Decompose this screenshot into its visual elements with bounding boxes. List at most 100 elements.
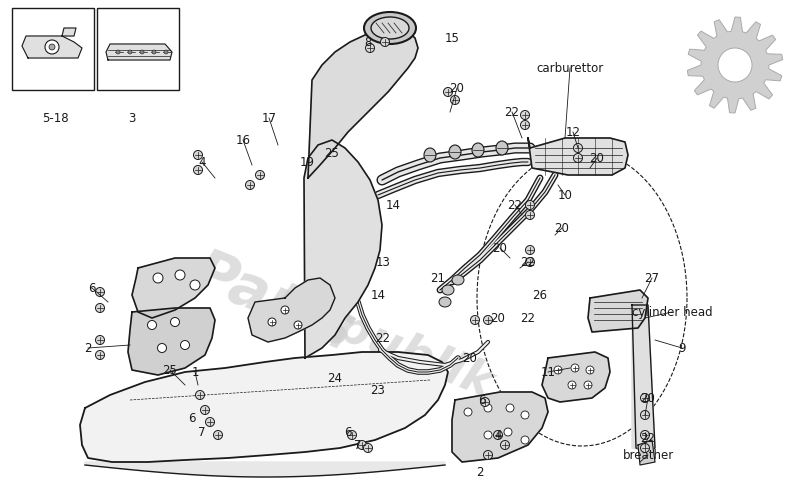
Circle shape: [147, 320, 157, 329]
Text: 22: 22: [505, 105, 519, 119]
Text: 6: 6: [188, 412, 196, 424]
Circle shape: [194, 166, 202, 174]
Circle shape: [574, 153, 582, 163]
Ellipse shape: [452, 275, 464, 285]
Circle shape: [483, 450, 493, 460]
Circle shape: [206, 417, 214, 426]
Text: 6: 6: [88, 281, 96, 294]
Circle shape: [506, 404, 514, 412]
Ellipse shape: [496, 141, 508, 155]
Polygon shape: [80, 352, 448, 462]
Circle shape: [95, 336, 105, 344]
Text: 16: 16: [235, 133, 250, 147]
Circle shape: [526, 258, 534, 267]
Polygon shape: [632, 305, 655, 452]
Circle shape: [641, 443, 650, 452]
Ellipse shape: [439, 297, 451, 307]
Text: 19: 19: [299, 155, 314, 169]
Text: 20: 20: [450, 81, 465, 95]
Circle shape: [484, 431, 492, 439]
Circle shape: [584, 381, 592, 389]
Text: 20: 20: [490, 312, 506, 324]
Text: 5-18: 5-18: [42, 112, 68, 124]
Circle shape: [526, 245, 534, 254]
Circle shape: [190, 280, 200, 290]
Ellipse shape: [449, 145, 461, 159]
Text: Republik: Republik: [268, 280, 499, 408]
Text: 22: 22: [375, 332, 390, 344]
Circle shape: [526, 211, 534, 220]
Circle shape: [246, 180, 254, 190]
Text: 17: 17: [262, 112, 277, 124]
Text: 26: 26: [533, 289, 547, 301]
Circle shape: [268, 318, 276, 326]
Circle shape: [95, 303, 105, 313]
Circle shape: [641, 431, 650, 440]
Text: 21: 21: [430, 271, 446, 285]
Circle shape: [450, 96, 459, 104]
Circle shape: [470, 316, 479, 324]
Text: 20: 20: [493, 242, 507, 254]
Polygon shape: [588, 290, 648, 332]
Text: 25: 25: [162, 364, 178, 376]
Polygon shape: [452, 392, 548, 462]
Text: 7: 7: [198, 425, 206, 439]
Text: cylinder head: cylinder head: [632, 305, 712, 318]
Text: 20: 20: [554, 221, 570, 235]
Circle shape: [484, 404, 492, 412]
Text: 2: 2: [476, 466, 484, 479]
Circle shape: [194, 150, 202, 160]
Circle shape: [255, 171, 265, 179]
Text: 9: 9: [678, 342, 686, 354]
Circle shape: [45, 40, 59, 54]
Circle shape: [641, 411, 650, 419]
Circle shape: [641, 393, 650, 402]
Text: carburettor: carburettor: [536, 62, 604, 74]
Circle shape: [521, 436, 529, 444]
Polygon shape: [85, 462, 445, 477]
Polygon shape: [128, 308, 215, 375]
Circle shape: [483, 316, 493, 324]
Circle shape: [481, 397, 490, 407]
Circle shape: [49, 44, 55, 50]
Circle shape: [281, 306, 289, 314]
Bar: [12, 8, 94, 90]
Text: 11: 11: [541, 366, 555, 378]
Circle shape: [95, 288, 105, 296]
Polygon shape: [248, 278, 335, 342]
Ellipse shape: [364, 12, 416, 44]
Circle shape: [586, 366, 594, 374]
Text: 4: 4: [494, 428, 502, 441]
Polygon shape: [132, 258, 215, 318]
Text: Parts: Parts: [185, 244, 364, 360]
Polygon shape: [638, 440, 655, 465]
Text: 20: 20: [641, 392, 655, 405]
Circle shape: [181, 341, 190, 349]
Text: 22: 22: [521, 255, 535, 269]
Circle shape: [152, 50, 156, 54]
Circle shape: [116, 50, 120, 54]
Circle shape: [718, 48, 752, 82]
Text: breather: breather: [622, 448, 674, 462]
Circle shape: [363, 443, 373, 452]
Circle shape: [443, 88, 453, 97]
Circle shape: [464, 408, 472, 416]
Text: 7: 7: [354, 439, 362, 451]
Circle shape: [201, 406, 210, 415]
Text: 13: 13: [375, 255, 390, 269]
Circle shape: [294, 321, 302, 329]
Ellipse shape: [472, 143, 484, 157]
Circle shape: [214, 431, 222, 440]
Circle shape: [574, 144, 582, 152]
Polygon shape: [304, 140, 382, 358]
Ellipse shape: [371, 17, 409, 39]
Circle shape: [95, 350, 105, 360]
Text: 6: 6: [478, 393, 486, 407]
Circle shape: [526, 200, 534, 210]
Polygon shape: [62, 28, 76, 36]
Circle shape: [153, 273, 163, 283]
Polygon shape: [106, 44, 172, 60]
Text: 20: 20: [462, 351, 478, 365]
Circle shape: [504, 428, 512, 436]
Circle shape: [128, 50, 132, 54]
